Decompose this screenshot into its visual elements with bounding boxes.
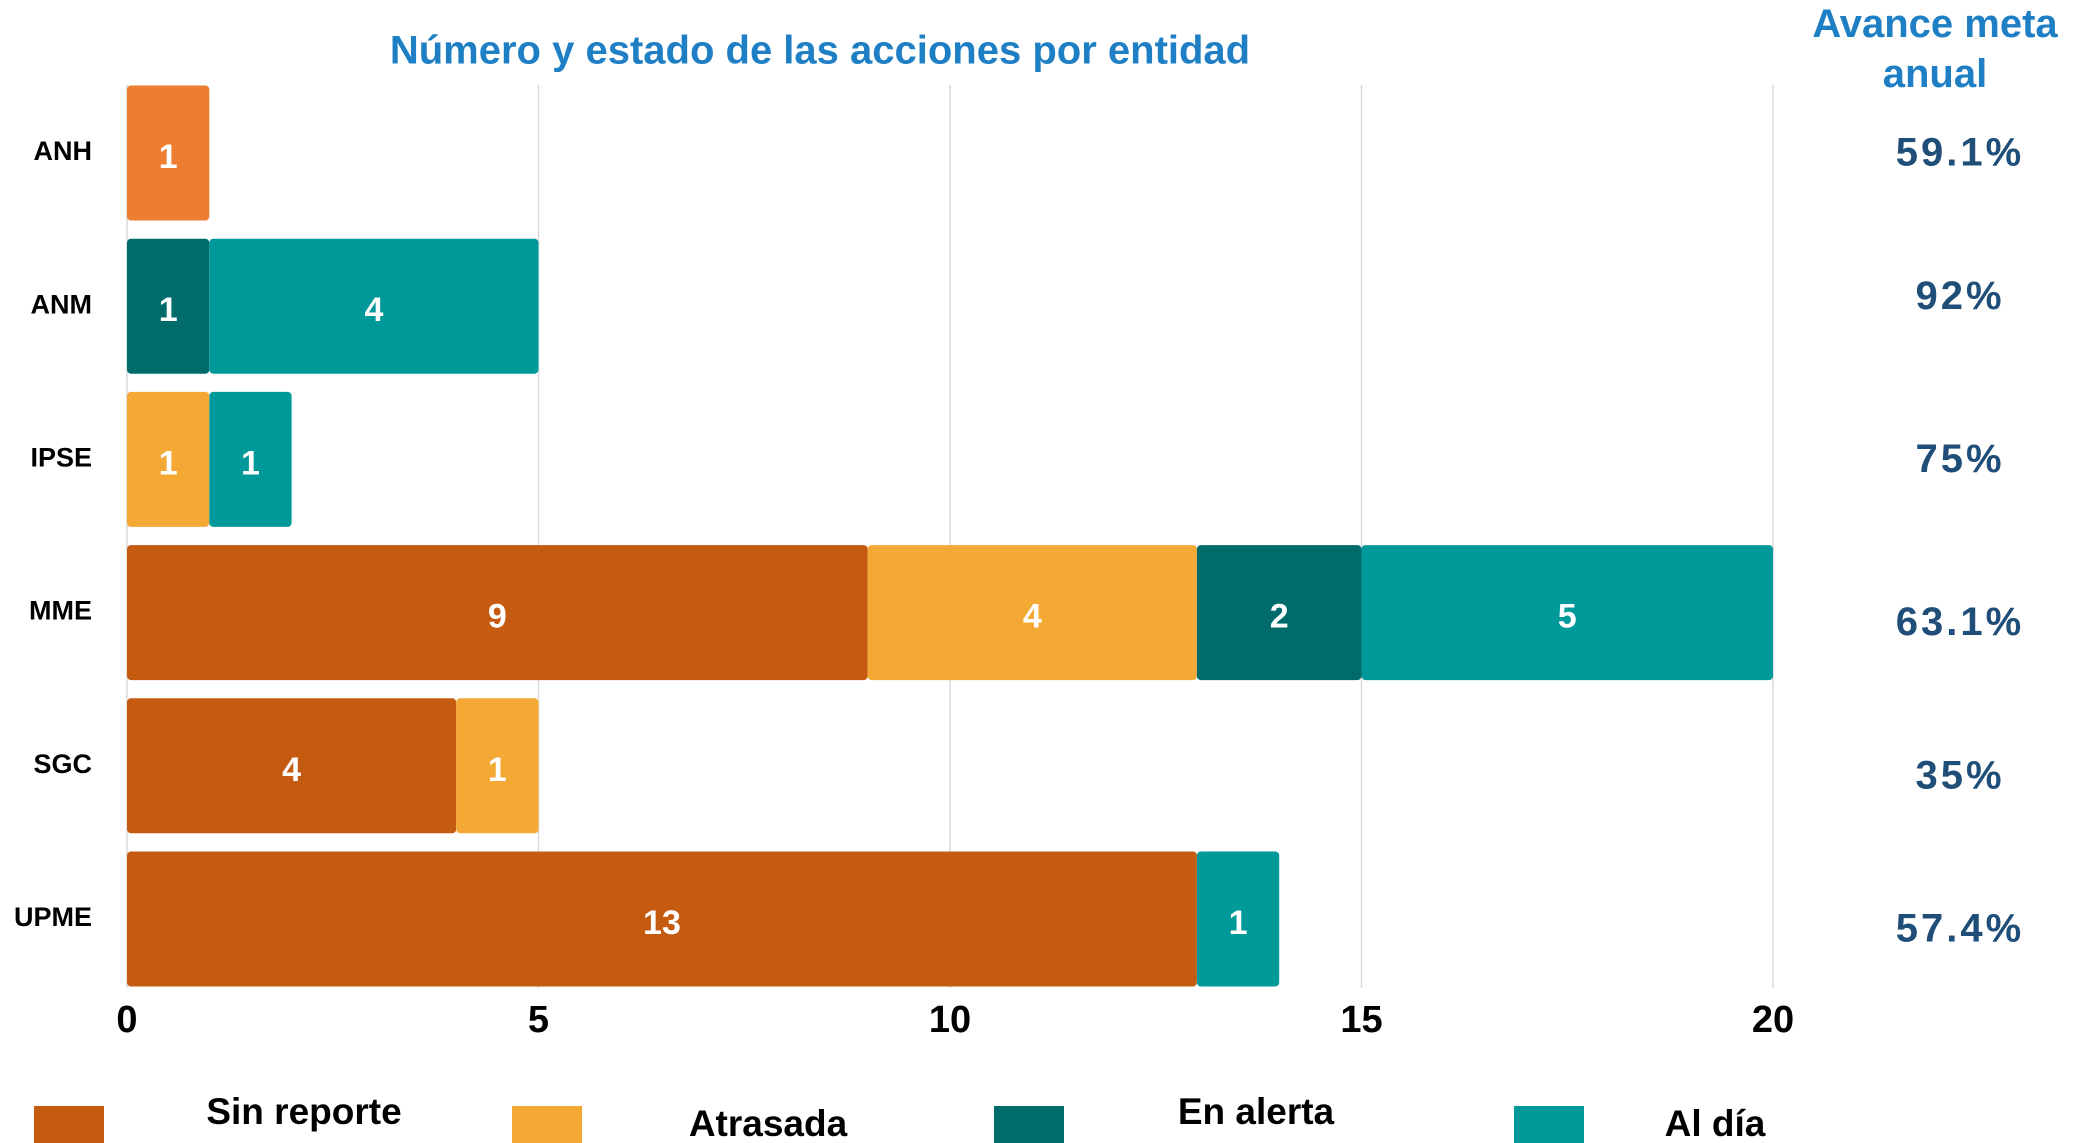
progress-value: 63.1% [1896,600,2024,644]
progress-title-line: anual [1883,52,1987,96]
legend-label: Sin reporte [206,1091,401,1132]
legend-swatch [1514,1106,1584,1143]
x-tick-label: 20 [1752,999,1794,1041]
data-label: 1 [1229,904,1248,942]
x-tick-label: 0 [116,999,137,1041]
data-label: 1 [488,751,507,789]
bar-segment [456,698,539,834]
bar-segment [127,238,210,374]
data-label: 4 [282,751,301,789]
y-tick-label: IPSE [30,443,92,473]
bar-segment [127,391,210,527]
bar-segment [1361,545,1773,681]
y-tick-label: UPME [14,902,92,932]
data-label: 4 [1023,598,1042,636]
data-label: 1 [159,291,178,329]
legend-label: Al día [1665,1103,1766,1143]
bar-segment [1196,851,1280,987]
bar-segment [127,698,457,834]
y-tick-label: ANH [34,136,93,166]
data-label: 2 [1270,598,1289,636]
data-label: 1 [159,138,178,176]
progress-value: 92% [1915,274,2004,318]
legend-swatch [34,1106,104,1143]
y-tick-label: ANM [31,289,93,319]
data-label: 13 [643,904,681,942]
bar-segment [209,238,539,374]
data-label: 4 [364,291,383,329]
y-tick-label: MME [29,596,92,626]
bar-segment [127,851,1197,987]
bar-segment [867,545,1197,681]
data-label: 5 [1558,598,1577,636]
progress-value: 59.1% [1896,131,2024,175]
x-tick-label: 15 [1340,999,1382,1041]
bar-segment [1196,545,1362,681]
y-tick-label: SGC [33,749,92,779]
legend-swatch [994,1106,1064,1143]
data-label: 1 [159,444,178,482]
chart-title: Número y estado de las acciones por enti… [390,29,1250,73]
progress-title-line: Avance meta [1812,2,2058,46]
progress-title: Avance meta anual [1812,2,2058,96]
legend-label: En alerta [1178,1091,1335,1132]
progress-value: 35% [1915,753,2004,797]
legend-swatch [512,1106,582,1143]
data-label: 1 [241,444,260,482]
bar-segment [209,391,292,527]
progress-value: 75% [1915,437,2004,481]
legend-label: Atrasada [689,1103,848,1143]
progress-value: 57.4% [1896,907,2024,951]
bar-segment [127,545,868,681]
data-label: 9 [488,598,507,636]
bar-segment [127,85,210,221]
x-tick-label: 10 [929,999,971,1041]
x-tick-label: 5 [528,999,549,1041]
